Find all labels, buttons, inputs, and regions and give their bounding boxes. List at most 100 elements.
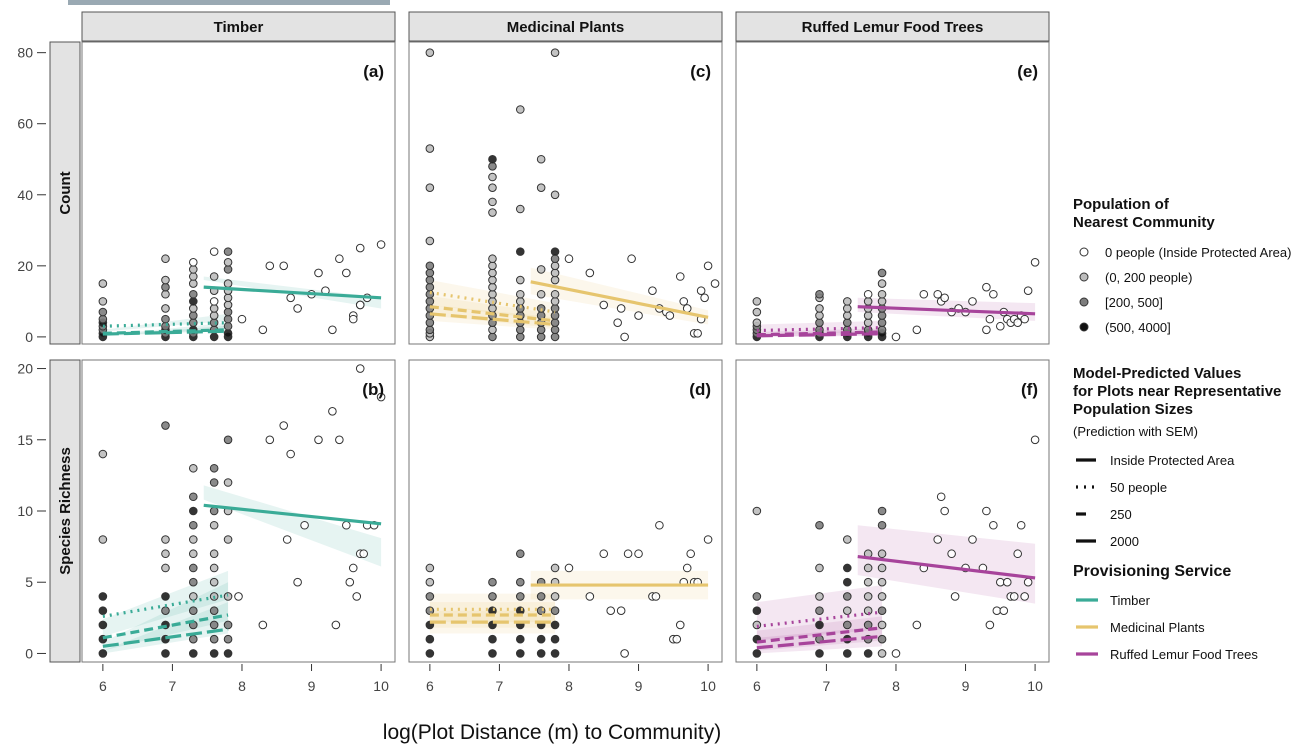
data-point [877, 577, 887, 587]
data-point [863, 577, 873, 587]
data-point [286, 293, 295, 303]
data-point [1023, 286, 1033, 296]
panel-frame [408, 359, 723, 663]
legend-model-title-3: Population Sizes [1073, 401, 1193, 418]
data-point [314, 435, 323, 445]
data-point [696, 286, 706, 296]
data-point [655, 520, 664, 530]
legend-model-label: 250 [1110, 507, 1132, 522]
data-point [950, 592, 960, 601]
data-point [815, 649, 824, 658]
prediction-line-dashed [756, 626, 883, 644]
data-point [488, 162, 497, 171]
data-point [665, 311, 675, 320]
data-point [550, 332, 560, 342]
data-point [536, 332, 546, 342]
data-point [488, 649, 497, 658]
data-point [515, 275, 525, 285]
data-point [335, 254, 344, 264]
data-point [536, 289, 546, 299]
data-point [842, 592, 852, 601]
data-point [515, 549, 525, 559]
data-point [989, 289, 998, 299]
x-tick-label: 9 [635, 678, 643, 694]
data-point [335, 435, 344, 445]
data-point [355, 364, 365, 373]
data-point [703, 261, 713, 271]
data-point [877, 520, 887, 530]
data-point [985, 620, 995, 630]
data-point [348, 563, 358, 573]
data-point [877, 311, 887, 320]
data-point [536, 325, 546, 335]
data-point [425, 183, 435, 192]
row-strip-title-2: Species Richness [57, 447, 74, 575]
prediction-line-solid [857, 554, 1036, 580]
panel-tag-b: (b) [362, 380, 384, 399]
data-point [342, 268, 351, 278]
data-point [188, 606, 198, 616]
data-point [877, 649, 887, 658]
prediction-line-dashed [102, 328, 229, 335]
data-point [188, 535, 198, 544]
data-point [679, 297, 689, 306]
data-point [425, 592, 435, 601]
data-point [606, 606, 616, 616]
data-point [209, 311, 219, 320]
data-point [815, 289, 824, 299]
prediction-line-dashed [429, 305, 556, 323]
data-point [258, 325, 268, 335]
data-point [616, 304, 626, 313]
data-point [209, 272, 219, 281]
x-tick-label: 9 [308, 678, 316, 694]
y-tick-label: 60 [17, 116, 33, 132]
data-point [550, 190, 560, 200]
data-point [188, 463, 198, 473]
data-point [1009, 592, 1019, 601]
data-point [550, 247, 560, 256]
data-point [188, 634, 198, 644]
data-point [863, 649, 873, 658]
x-tick-label: 10 [373, 678, 389, 694]
data-point [675, 272, 685, 281]
data-point [815, 620, 824, 630]
data-point [564, 563, 574, 573]
data-point [550, 620, 560, 630]
data-point [425, 318, 435, 327]
data-point [98, 297, 108, 306]
data-point [209, 463, 219, 473]
data-point [488, 325, 497, 335]
data-point [223, 535, 233, 544]
data-point [675, 620, 685, 630]
data-point [188, 549, 198, 559]
data-point [161, 606, 170, 616]
data-point [536, 265, 546, 274]
data-point [355, 243, 365, 253]
data-point [815, 318, 824, 327]
data-point [985, 314, 995, 324]
data-point [613, 318, 622, 327]
data-point [627, 254, 636, 264]
data-point [968, 297, 977, 306]
data-point [863, 592, 873, 601]
data-point [815, 592, 824, 601]
data-point [912, 325, 922, 335]
data-point [842, 620, 852, 630]
data-point [536, 154, 546, 164]
legend-service: Provisioning Service Timber Medicinal Pla… [1073, 563, 1258, 662]
data-point [863, 289, 873, 299]
data-point [877, 606, 887, 616]
data-point [237, 314, 247, 324]
data-point [223, 300, 233, 310]
legend-service-title: Provisioning Service [1073, 563, 1231, 580]
data-point [223, 634, 233, 644]
data-point [515, 649, 525, 658]
data-point [359, 549, 369, 559]
data-point [752, 649, 762, 658]
data-point [550, 261, 560, 271]
data-point [842, 563, 852, 573]
data-point [488, 183, 497, 192]
legend-model-subtitle: (Prediction with SEM) [1073, 424, 1198, 439]
data-point [209, 304, 219, 313]
